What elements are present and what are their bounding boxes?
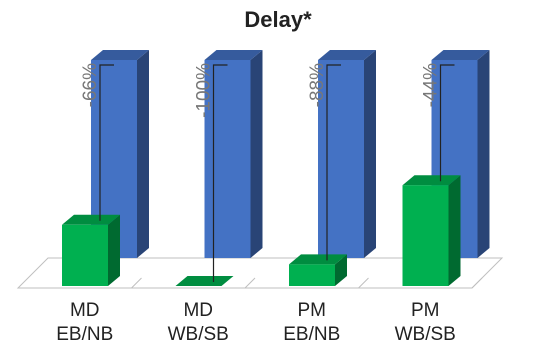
back-bar-3-side — [364, 50, 376, 258]
category-label-4-line-2: WB/SB — [395, 324, 456, 345]
front-bar-2 — [175, 276, 234, 286]
change-connector-1 — [99, 64, 114, 221]
category-label-3-line-2: EB/NB — [283, 324, 340, 345]
back-bar-1-side — [137, 50, 149, 258]
floor-divider — [244, 277, 256, 289]
back-bar-3-front — [318, 60, 364, 258]
change-label-4: -44% — [421, 63, 442, 107]
front-bar-1-top — [62, 214, 120, 225]
front-bar-3-side — [335, 254, 347, 286]
front-bar-3-front — [289, 264, 335, 286]
change-connector-4 — [439, 64, 455, 182]
category-label-2-line-2: WB/SB — [168, 324, 229, 345]
back-bar-2 — [204, 50, 263, 258]
category-label-1-line-2: EB/NB — [56, 324, 113, 345]
back-bar-2-top — [204, 50, 263, 60]
change-connector-2 — [212, 64, 228, 282]
category-label-1-line-1: MD — [70, 300, 100, 321]
back-bar-3-top — [318, 50, 376, 60]
change-label-1: -66% — [80, 63, 101, 107]
category-label-4-line-1: PM — [411, 300, 440, 321]
category-label-2-line-1: MD — [183, 300, 213, 321]
front-bar-3 — [289, 254, 347, 286]
change-label-2: -100% — [194, 63, 215, 118]
front-bar-4-side — [448, 175, 461, 286]
bars-layer: -66% -100% -88% -44% — [62, 50, 490, 286]
chart-floor — [16, 257, 504, 289]
back-bar-3 — [318, 50, 376, 258]
change-connector-3 — [326, 64, 341, 261]
category-labels: MD EB/NB MD WB/SB PM EB/NB PM WB/SB — [56, 300, 456, 345]
floor-divider — [471, 277, 483, 289]
floor-divider — [131, 277, 142, 289]
back-bar-4-top — [431, 50, 490, 60]
front-bar-4-top — [402, 175, 461, 186]
front-bar-3-top — [289, 254, 347, 265]
change-label-3: -88% — [307, 63, 328, 107]
category-label-3-line-1: PM — [298, 300, 327, 321]
back-bar-2-front — [204, 60, 251, 258]
front-bar-1-side — [108, 214, 120, 286]
front-bar-1 — [62, 214, 120, 286]
front-bar-1-front — [62, 224, 108, 286]
back-bar-2-side — [250, 50, 263, 258]
front-bar-4-front — [402, 185, 449, 286]
back-bar-4-side — [477, 50, 490, 258]
front-bar-2-top — [175, 276, 234, 286]
front-bar-4 — [402, 175, 461, 286]
back-bar-1-top — [91, 50, 149, 60]
floor-divider — [358, 277, 369, 289]
chart-title: Delay* — [244, 7, 312, 32]
